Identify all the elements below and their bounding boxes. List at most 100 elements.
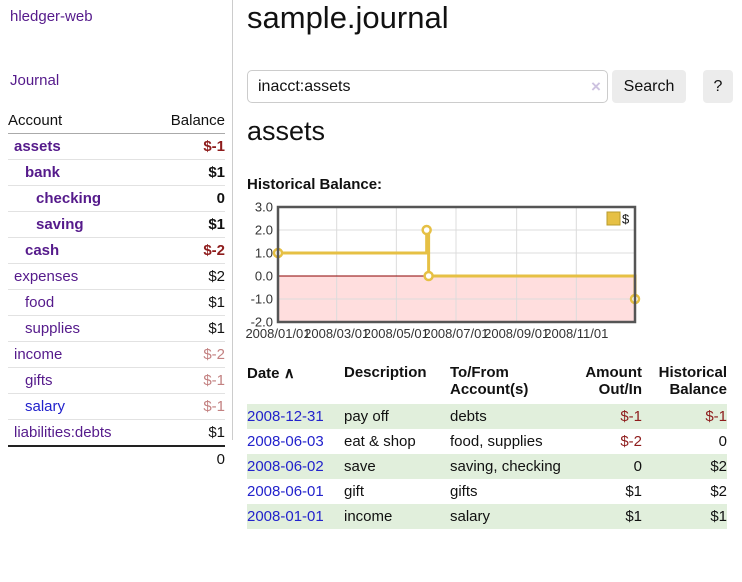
accounts-total-row: 0: [8, 445, 225, 472]
cell-date: 2008-12-31: [247, 404, 344, 429]
transaction-date-link[interactable]: 2008-01-01: [247, 508, 324, 525]
balance-value: $2: [710, 458, 727, 475]
account-link-checking[interactable]: checking: [36, 190, 102, 207]
search-button[interactable]: Search: [612, 70, 686, 103]
sidebar-item-journal[interactable]: Journal: [10, 72, 60, 89]
account-balance: $2: [208, 268, 225, 285]
account-link-supplies[interactable]: supplies: [25, 320, 81, 337]
amount-value: $1: [625, 483, 642, 500]
cell-balance: $1: [642, 504, 727, 529]
cell-date: 2008-06-03: [247, 429, 344, 454]
sort-asc-icon: ∧: [283, 365, 295, 382]
amount-value: 0: [633, 458, 642, 475]
account-balance: $-2: [203, 346, 225, 363]
svg-text:2008/03/01: 2008/03/01: [304, 326, 369, 341]
column-header-date[interactable]: Date ∧: [247, 360, 344, 404]
account-balance: $1: [208, 164, 225, 181]
clear-search-icon[interactable]: ×: [591, 77, 601, 96]
sidebar-account-row: bank $1: [8, 159, 225, 185]
page-title: sample.journal: [247, 0, 449, 35]
balance-value: $2: [710, 483, 727, 500]
transaction-date-link[interactable]: 2008-12-31: [247, 408, 324, 425]
sidebar-account-row: food $1: [8, 289, 225, 315]
transaction-date-link[interactable]: 2008-06-02: [247, 458, 324, 475]
account-balance: $-1: [203, 138, 225, 155]
amount-value: $-1: [620, 408, 642, 425]
cell-accounts: gifts: [450, 483, 478, 500]
svg-text:2.0: 2.0: [255, 223, 273, 238]
sidebar-account-row: expenses $2: [8, 263, 225, 289]
register-row: 2008-06-01 gift gifts $1 $2: [247, 479, 727, 504]
balance-value: $-1: [705, 408, 727, 425]
account-link-expenses[interactable]: expenses: [14, 268, 79, 285]
svg-text:2008/09/01: 2008/09/01: [484, 326, 549, 341]
column-header-balance: Historical Balance: [658, 364, 727, 398]
account-balance: $-1: [203, 372, 225, 389]
cell-accounts: salary: [450, 508, 491, 525]
sidebar-account-row: salary $-1: [8, 393, 225, 419]
cell-amount: 0: [564, 454, 642, 479]
cell-description: income: [344, 508, 393, 525]
accounts-table: Account Balance assets $-1 bank $1 checking 0…: [8, 108, 225, 472]
register-row: 2008-06-03 eat & shop food, supplies $-2 0: [247, 429, 727, 454]
account-link-saving[interactable]: saving: [36, 216, 84, 233]
account-balance: $-1: [203, 398, 225, 415]
sidebar-account-row: assets $-1: [8, 134, 225, 159]
account-link-cash[interactable]: cash: [25, 242, 60, 259]
register-header-row: Date ∧ Description To/From Account(s) Am…: [247, 360, 727, 404]
cell-description: pay off: [344, 408, 389, 425]
report-account-heading: assets: [247, 116, 326, 146]
svg-text:2008/05/01: 2008/05/01: [364, 326, 429, 341]
sidebar-account-row: income $-2: [8, 341, 225, 367]
sidebar-divider: [232, 0, 233, 440]
account-link-food[interactable]: food: [25, 294, 55, 311]
cell-balance: $2: [642, 479, 727, 504]
accounts-table-header: Account Balance: [8, 108, 225, 134]
cell-description: eat & shop: [344, 433, 416, 450]
account-link-bank[interactable]: bank: [25, 164, 61, 181]
account-balance: $1: [208, 216, 225, 233]
cell-amount: $1: [564, 504, 642, 529]
cell-amount: $-1: [564, 404, 642, 429]
help-button[interactable]: ?: [703, 70, 733, 103]
cell-accounts: saving, checking: [450, 458, 561, 475]
register-table: Date ∧ Description To/From Account(s) Am…: [247, 360, 727, 529]
account-link-gifts[interactable]: gifts: [25, 372, 53, 389]
svg-text:2008/07/01: 2008/07/01: [423, 326, 488, 341]
account-balance: $1: [208, 320, 225, 337]
cell-date: 2008-06-01: [247, 479, 344, 504]
transaction-date-link[interactable]: 2008-06-01: [247, 483, 324, 500]
sidebar-account-row: liabilities:debts $1: [8, 419, 225, 445]
svg-text:3.0: 3.0: [255, 200, 273, 215]
svg-text:-1.0: -1.0: [251, 292, 273, 307]
chart-title-label: Historical Balance:: [247, 176, 383, 193]
svg-text:0.0: 0.0: [255, 269, 273, 284]
cell-description: save: [344, 458, 376, 475]
sidebar-account-row: cash $-2: [8, 237, 225, 263]
search-input[interactable]: [247, 70, 608, 103]
cell-balance: $2: [642, 454, 727, 479]
svg-text:2008/01/01: 2008/01/01: [245, 326, 310, 341]
app-brand-link[interactable]: hledger-web: [10, 8, 93, 25]
cell-amount: $1: [564, 479, 642, 504]
transaction-date-link[interactable]: 2008-06-03: [247, 433, 324, 450]
account-link-salary[interactable]: salary: [25, 398, 66, 415]
cell-date: 2008-06-02: [247, 454, 344, 479]
account-column-header: Account: [8, 112, 63, 129]
cell-accounts: food, supplies: [450, 433, 543, 450]
date-header-label: Date: [247, 365, 280, 382]
svg-text:-2.0: -2.0: [251, 315, 273, 330]
cell-date: 2008-01-01: [247, 504, 344, 529]
account-balance: 0: [216, 190, 225, 207]
chart-svg: 3.0 2.0 1.0 0.0 -1.0 -2.02008/01/012008/03/01…: [245, 200, 641, 341]
cell-accounts: debts: [450, 408, 487, 425]
account-link-income[interactable]: income: [14, 346, 63, 363]
sidebar-account-row: supplies $1: [8, 315, 225, 341]
account-link-assets[interactable]: assets: [14, 138, 61, 155]
account-link-liabilities-debts[interactable]: liabilities:debts: [14, 424, 112, 441]
amount-value: $-2: [620, 433, 642, 450]
svg-text:$: $: [622, 212, 630, 227]
cell-balance: 0: [642, 429, 727, 454]
balance-value: $1: [710, 508, 727, 525]
balance-value: 0: [718, 433, 727, 450]
